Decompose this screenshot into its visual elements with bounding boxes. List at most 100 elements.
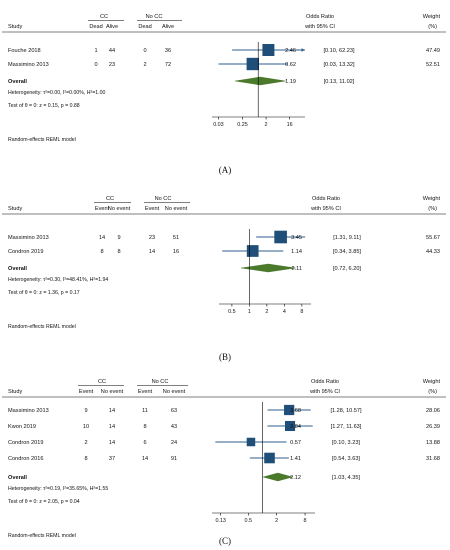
model-note: Random-effects REML model [8,324,76,330]
count-value: 63 [171,408,177,414]
odds-ratio-value: 0.62 [285,62,296,68]
x-tick-label: 16 [287,122,293,128]
effect-header-ci: with 95% CI [309,389,340,395]
overall-effect-test: Test of θ = 0: z = 1.36, p = 0.17 [8,290,80,296]
confidence-interval: [0.54, 3.63] [332,456,360,462]
count-value: 14 [142,456,148,462]
overall-effect-diamond [262,472,294,482]
overall-confidence-interval: [0.13, 11.02] [324,79,355,85]
effect-header: Odds Ratio [312,196,340,202]
overall-effect-test: Test of θ = 0: z = 2.05, p = 0.04 [8,499,80,505]
study-label: Fouche 2018 [8,48,41,54]
odds-ratio-value: 2.46 [285,48,296,54]
count-column-header: No event [101,389,124,395]
count-value: 9 [84,408,87,414]
count-column-header: No event [163,389,186,395]
x-tick-label: 2 [265,122,268,128]
overall-effect-diamond [235,76,286,86]
overall-effect-diamond [241,263,296,273]
odds-ratio-value: 3.68 [290,408,301,414]
count-value: 72 [165,62,171,68]
count-column-header: No event [165,206,188,212]
count-value: 9 [117,235,120,241]
count-value: 14 [109,440,115,446]
count-value: 24 [171,440,177,446]
overall-odds-ratio: 1.19 [285,79,296,85]
study-effect-marker [264,452,275,464]
panel-label: (C) [219,536,231,546]
group-header-no-cc: No CC [146,14,163,20]
count-value: 8 [143,424,146,430]
study-effect-marker [246,245,259,257]
count-value: 8 [84,456,87,462]
count-value: 14 [99,235,105,241]
x-tick-label: 0.5 [228,309,236,315]
study-effect-marker [262,44,275,56]
odds-ratio-value: 1.14 [291,249,302,255]
count-value: 37 [109,456,115,462]
confidence-interval: [1.28, 10.57] [330,408,362,414]
effect-header-ci: with 95% CI [304,24,335,30]
study-effect-marker [274,230,287,244]
count-column-header: Event [95,206,110,212]
forest-panel-a: CC No CC Odds Ratio with 95% CI Weight (%) Stu… [2,14,446,175]
x-tick-label: 1 [248,309,251,315]
study-column-header: Study [8,206,23,212]
effect-header: Odds Ratio [311,379,339,385]
study-label: Condron 2016 [8,456,43,462]
weight-value: 26.39 [426,424,440,430]
count-value: 11 [142,408,148,414]
group-header-cc: CC [100,14,108,20]
study-effect-marker [285,420,296,432]
confidence-interval: [0.34, 3.85] [333,249,361,255]
count-value: 0 [94,62,97,68]
count-value: 2 [84,440,87,446]
odds-ratio-value: 0.57 [290,440,301,446]
count-value: 2 [143,62,146,68]
x-tick-label: 0.5 [245,518,253,524]
overall-label: Overall [8,266,27,272]
study-effect-marker [284,404,295,416]
count-value: 8 [117,249,120,255]
x-tick-label: 0.03 [213,122,224,128]
study-column-header: Study [8,24,23,30]
x-tick-label: 8 [300,309,303,315]
overall-confidence-interval: [1.03, 4.35] [332,475,360,481]
study-label: Kwon 2019 [8,424,36,430]
confidence-interval: [1.27, 11.63] [331,424,362,430]
count-value: 16 [173,249,179,255]
count-value: 51 [173,235,179,241]
group-header-cc: CC [98,379,106,385]
overall-odds-ratio: 2.11 [292,266,302,272]
forest-panel-c: CC No CC Odds Ratio with 95% CI Weight (%) Stu… [2,379,446,546]
study-label: Massimino 2013 [8,62,49,68]
count-value: 6 [143,440,146,446]
weight-header-unit: (%) [428,206,437,212]
count-value: 44 [109,48,115,54]
weight-value: 55.67 [426,235,440,241]
overall-label: Overall [8,475,27,481]
confidence-interval: [0.03, 13.32] [323,62,355,68]
study-effect-marker [246,437,256,447]
count-value: 23 [149,235,155,241]
group-header-no-cc: No CC [152,379,169,385]
count-value: 91 [171,456,177,462]
group-header-no-cc: No CC [155,196,172,202]
weight-header: Weight [423,379,441,385]
count-column-header: Alive [162,24,174,30]
study-label: Condron 2019 [8,440,43,446]
weight-header: Weight [423,14,441,20]
count-column-header: Event [79,389,94,395]
odds-ratio-value: 3.45 [291,235,302,241]
count-column-header: Event [138,389,153,395]
overall-label: Overall [8,79,27,85]
count-value: 0 [143,48,146,54]
heterogeneity-stats: Heterogeneity: τ²=0.19, I²=35.65%, H²=1.… [8,486,108,492]
count-column-header: Alive [106,24,118,30]
model-note: Random-effects REML model [8,137,76,143]
confidence-interval: [0.10, 62.23] [323,48,355,54]
weight-header-unit: (%) [428,24,437,30]
ci-arrow [301,48,305,52]
count-value: 14 [109,424,115,430]
